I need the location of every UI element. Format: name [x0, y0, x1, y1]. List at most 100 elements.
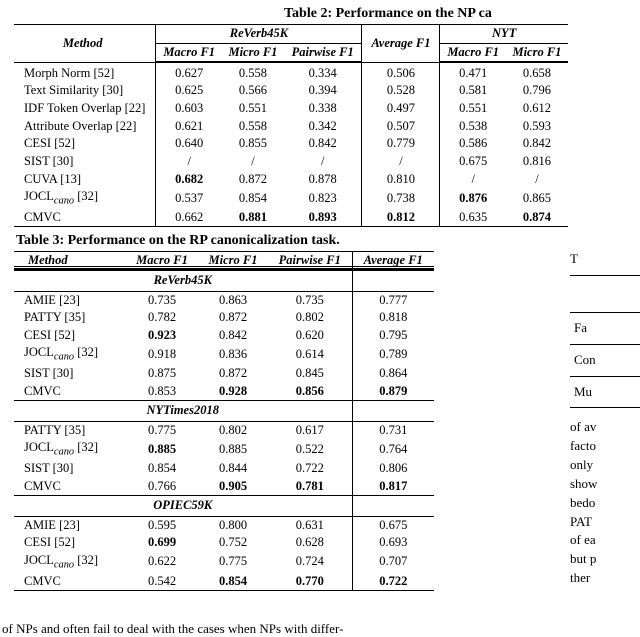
table-cell: 0.823 — [284, 188, 362, 209]
table-cell: 0.682 — [156, 171, 222, 189]
table-cell: 0.864 — [352, 365, 434, 383]
table-cell: 0.842 — [198, 327, 268, 345]
table-cell: 0.595 — [126, 516, 198, 534]
table-cell: 0.551 — [222, 100, 284, 118]
table-cell: IDF Token Overlap [22] — [14, 100, 156, 118]
table2: Method ReVerb45K Average F1 NYT Macro F1… — [14, 24, 568, 227]
table-cell: 0.775 — [126, 421, 198, 439]
table-cell: 0.628 — [268, 534, 352, 552]
table-cell: 0.614 — [268, 344, 352, 365]
table-cell: 0.777 — [352, 291, 434, 309]
t2-h-method: Method — [14, 25, 156, 62]
table-cell: 0.675 — [440, 153, 506, 171]
table-cell: 0.558 — [222, 62, 284, 82]
table-cell: / — [222, 153, 284, 171]
table-cell: 0.699 — [126, 534, 198, 552]
table-cell: 0.845 — [268, 365, 352, 383]
table-cell: 0.622 — [126, 552, 198, 573]
table-cell: 0.872 — [198, 365, 268, 383]
table-cell: 0.872 — [222, 171, 284, 189]
table-cell: 0.542 — [126, 573, 198, 591]
table-cell: 0.338 — [284, 100, 362, 118]
table-cell: 0.918 — [126, 344, 198, 365]
table-cell: 0.627 — [156, 62, 222, 82]
rc-line: facto — [570, 437, 640, 456]
table-cell: 0.738 — [362, 188, 440, 209]
table-cell: SIST [30] — [14, 460, 126, 478]
bottom-paragraph-fragment: of NPs and often fail to deal with the c… — [0, 621, 343, 637]
table-cell: 0.881 — [222, 209, 284, 227]
table-cell: Morph Norm [52] — [14, 62, 156, 82]
table-cell: 0.586 — [440, 135, 506, 153]
table-cell: 0.893 — [284, 209, 362, 227]
table-cell: 0.854 — [126, 460, 198, 478]
table-cell: / — [440, 171, 506, 189]
table-cell: JOCLcano [32] — [14, 552, 126, 573]
table-cell: 0.497 — [362, 100, 440, 118]
table-cell: AMIE [23] — [14, 291, 126, 309]
rc-line: but p — [570, 550, 640, 569]
t2-h-macro: Macro F1 — [156, 43, 222, 62]
table-cell: 0.724 — [268, 552, 352, 573]
table-cell: 0.796 — [506, 82, 568, 100]
table-cell: Text Similarity [30] — [14, 82, 156, 100]
table-cell: 0.617 — [268, 421, 352, 439]
table-cell: 0.810 — [362, 171, 440, 189]
t3-h-method: Method — [14, 252, 126, 271]
table-cell: 0.802 — [268, 309, 352, 327]
table-cell: 0.620 — [268, 327, 352, 345]
table-cell: 0.878 — [284, 171, 362, 189]
right-cutoff-text: T Fa Con Mu of avfactoonlyshowbedoPATof … — [570, 250, 640, 588]
table-cell: 0.735 — [268, 291, 352, 309]
dataset-header: ReVerb45K — [14, 270, 352, 291]
table-cell: 0.522 — [268, 439, 352, 460]
table-cell: SIST [30] — [14, 365, 126, 383]
table-cell: 0.640 — [156, 135, 222, 153]
table-cell: 0.528 — [362, 82, 440, 100]
dataset-header-spacer — [352, 496, 434, 517]
table-cell: CESI [52] — [14, 135, 156, 153]
rc-line: Mu — [570, 383, 640, 402]
table2-caption: Table 2: Performance on the NP ca — [14, 6, 640, 22]
table-cell: JOCLcano [32] — [14, 188, 156, 209]
table-cell: CESI [52] — [14, 327, 126, 345]
table-cell: 0.394 — [284, 82, 362, 100]
dataset-header-spacer — [352, 270, 434, 291]
table-cell: 0.558 — [222, 118, 284, 136]
table-cell: 0.593 — [506, 118, 568, 136]
table-cell: 0.731 — [352, 421, 434, 439]
table-cell: 0.928 — [198, 383, 268, 401]
table-cell: 0.471 — [440, 62, 506, 82]
table-cell: 0.693 — [352, 534, 434, 552]
table-cell: 0.854 — [198, 573, 268, 591]
table-cell: 0.707 — [352, 552, 434, 573]
table-cell: 0.722 — [352, 573, 434, 591]
rc-line: bedo — [570, 494, 640, 513]
table-cell: 0.842 — [284, 135, 362, 153]
table-cell: 0.507 — [362, 118, 440, 136]
table-cell: 0.770 — [268, 573, 352, 591]
t2-h-reverb: ReVerb45K — [156, 25, 362, 44]
table-cell: 0.662 — [156, 209, 222, 227]
table-cell: JOCLcano [32] — [14, 344, 126, 365]
t2-h-avg: Average F1 — [362, 25, 440, 62]
table3: Method Macro F1 Micro F1 Pairwise F1 Ave… — [14, 251, 434, 591]
table-cell: PATTY [35] — [14, 309, 126, 327]
table-cell: 0.334 — [284, 62, 362, 82]
table-cell: CMVC — [14, 573, 126, 591]
table-cell: 0.581 — [440, 82, 506, 100]
table-cell: 0.842 — [506, 135, 568, 153]
table-cell: 0.876 — [440, 188, 506, 209]
table-cell: 0.836 — [198, 344, 268, 365]
table-cell: 0.766 — [126, 478, 198, 496]
table-cell: 0.764 — [352, 439, 434, 460]
table-cell: 0.855 — [222, 135, 284, 153]
table-cell: 0.885 — [198, 439, 268, 460]
table-cell: 0.631 — [268, 516, 352, 534]
rc-line: only — [570, 456, 640, 475]
table-cell: 0.779 — [362, 135, 440, 153]
table-cell: 0.752 — [198, 534, 268, 552]
table-cell: 0.795 — [352, 327, 434, 345]
table-cell: 0.863 — [198, 291, 268, 309]
table-cell: 0.885 — [126, 439, 198, 460]
